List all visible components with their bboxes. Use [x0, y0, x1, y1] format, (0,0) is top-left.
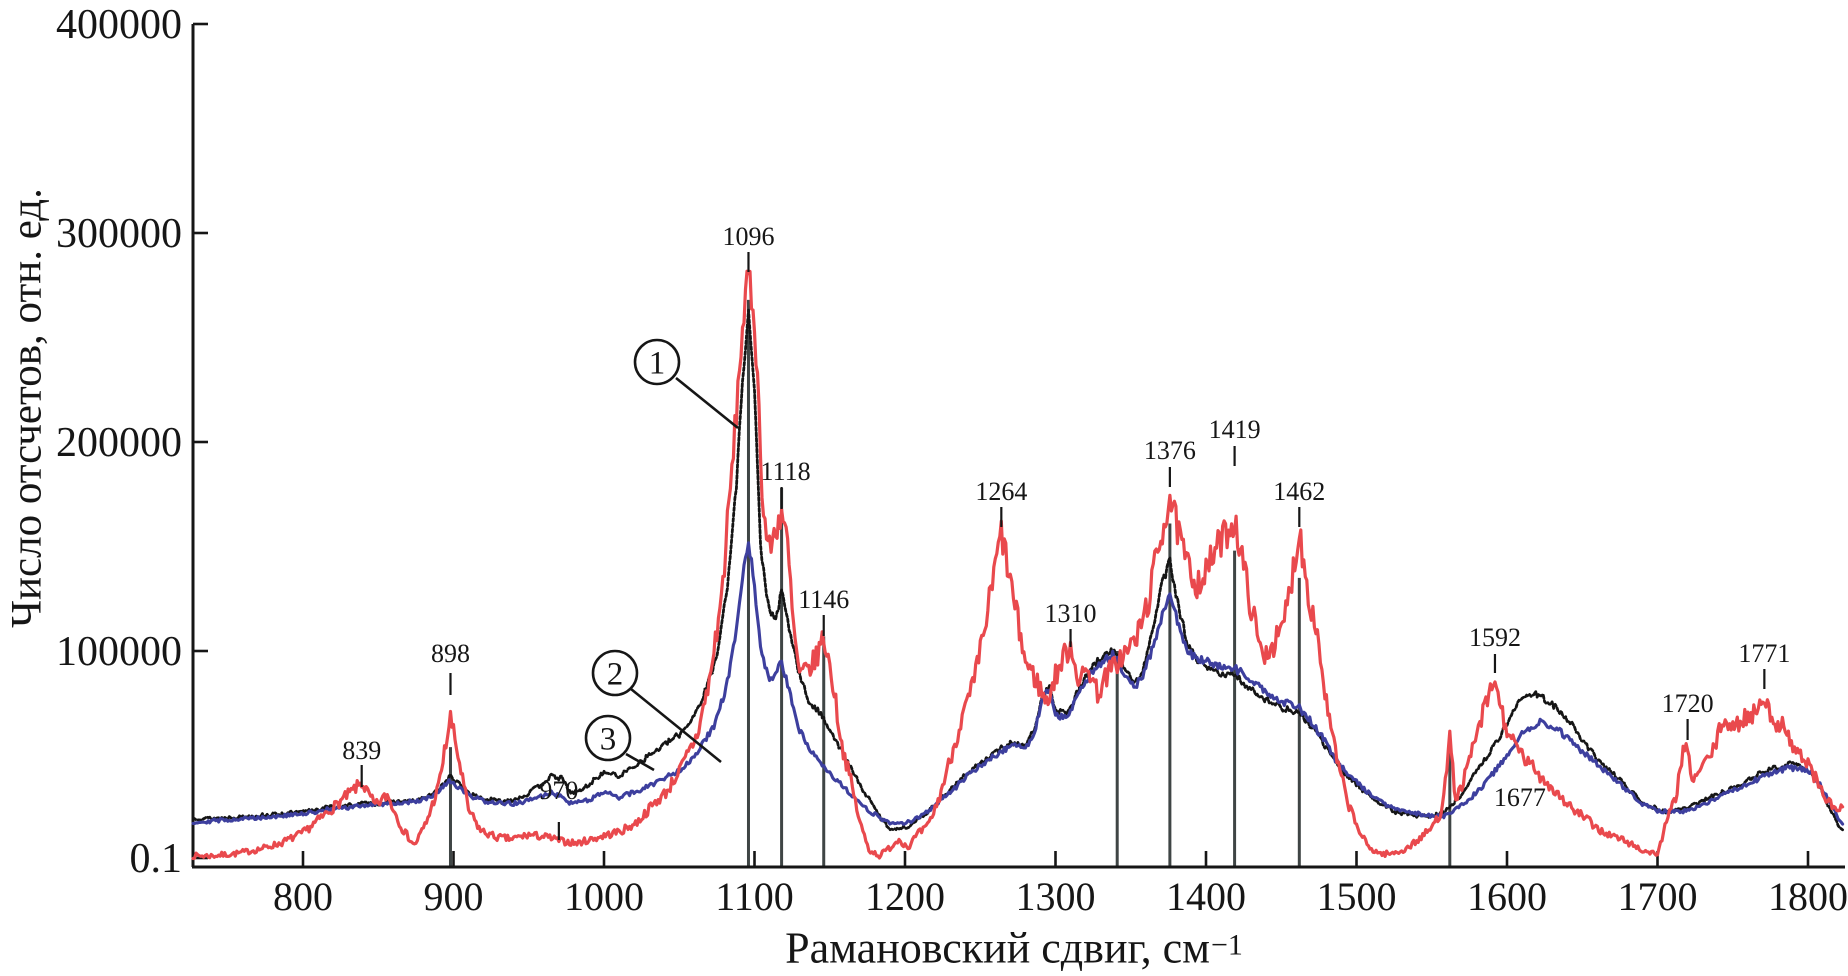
peak-label-898: 898: [431, 639, 470, 668]
x-tick-label-1400: 1400: [1166, 874, 1246, 919]
peak-label-1118: 1118: [761, 457, 811, 486]
peak-label-1592: 1592: [1469, 623, 1521, 652]
x-tick-label-1000: 1000: [564, 874, 644, 919]
peak-label-1376: 1376: [1144, 436, 1196, 465]
callout-circle-1: [633, 338, 681, 386]
peak-label-1264: 1264: [975, 477, 1027, 506]
peak-label-1720: 1720: [1662, 689, 1714, 718]
peak-label-1677: 1677: [1494, 783, 1546, 812]
y-tick-label-200000: 200000: [56, 420, 182, 466]
peak-label-1310: 1310: [1045, 599, 1097, 628]
x-tick-label-1700: 1700: [1618, 874, 1698, 919]
x-tick-label-1100: 1100: [715, 874, 794, 919]
peak-label-839: 839: [342, 736, 381, 765]
callout-number-3: 3: [600, 722, 617, 758]
x-axis-title: Рамановский сдвиг, см−1: [785, 923, 1243, 974]
series-black-curve: [191, 308, 1844, 832]
x-tick-label-900: 900: [424, 874, 484, 919]
peak-label-1419: 1419: [1209, 415, 1261, 444]
x-tick-label-1200: 1200: [865, 874, 945, 919]
y-tick-label-300000: 300000: [56, 211, 182, 257]
series-blue-curve: [191, 541, 1845, 826]
callout-leader-2: [630, 687, 722, 764]
callout-number-2: 2: [607, 657, 624, 693]
x-tick-label-800: 800: [273, 874, 333, 919]
peak-label-1462: 1462: [1273, 477, 1325, 506]
x-axis-title-main: Рамановский сдвиг, см: [785, 923, 1210, 973]
callout-leader-1: [675, 376, 739, 430]
x-tick-label-1500: 1500: [1317, 874, 1397, 919]
y-tick-label-400000: 400000: [56, 2, 182, 48]
y-tick-label-0.1: 0.1: [130, 836, 183, 882]
callout-leader-3: [625, 752, 655, 772]
x-tick-label-1600: 1600: [1467, 874, 1547, 919]
x-axis-title-superscript: −1: [1210, 928, 1243, 962]
callout-number-1: 1: [649, 346, 666, 382]
callout-circle-2: [591, 649, 639, 697]
peak-label-970: 970: [539, 776, 578, 805]
peak-label-1146: 1146: [798, 585, 849, 614]
x-tick-label-1800: 1800: [1768, 874, 1848, 919]
peak-label-1096: 1096: [722, 222, 774, 251]
x-tick-label-1300: 1300: [1016, 874, 1096, 919]
peak-label-1771: 1771: [1738, 639, 1790, 668]
series-red-curve: [191, 269, 1845, 861]
callout-circle-3: [584, 714, 632, 762]
y-axis-title: Число отсчетов, отн. ед.: [3, 188, 51, 628]
y-tick-label-100000: 100000: [56, 629, 182, 675]
